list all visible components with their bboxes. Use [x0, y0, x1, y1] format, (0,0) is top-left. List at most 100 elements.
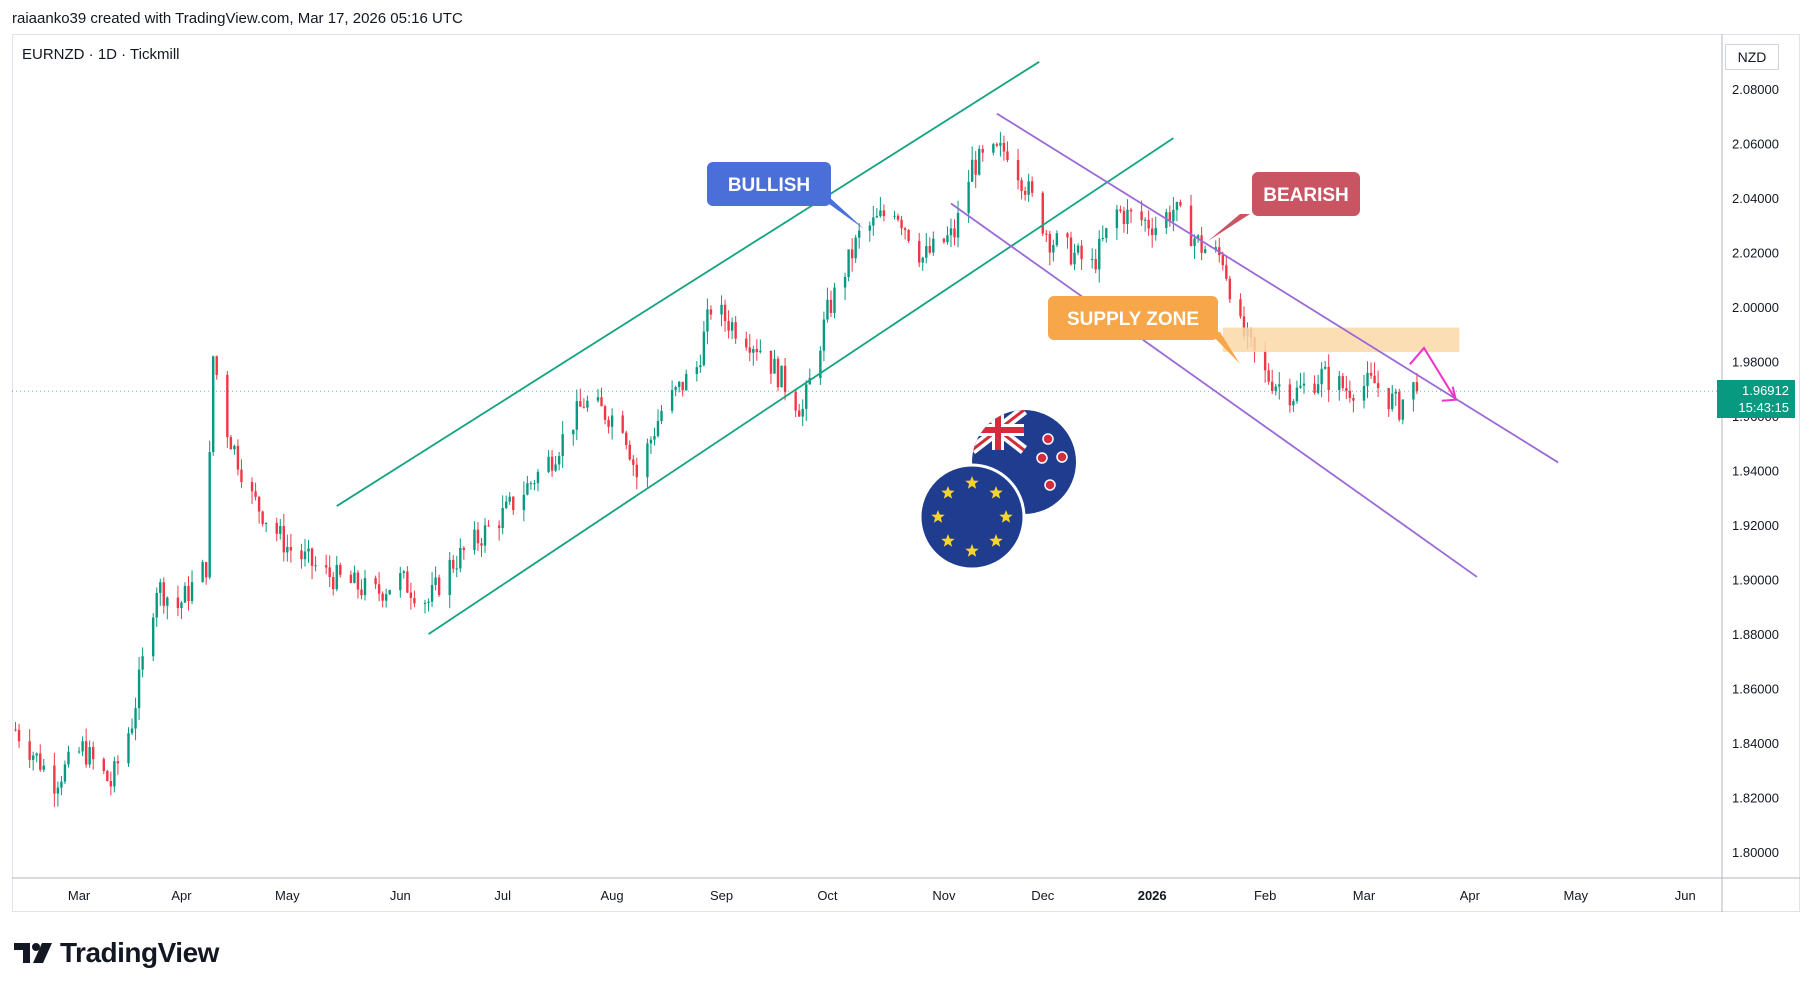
candle-body — [1143, 219, 1147, 221]
candle-body — [28, 741, 31, 760]
time-tick-label: Oct — [817, 888, 838, 903]
candle-body — [1140, 211, 1143, 221]
candle-body — [1122, 211, 1126, 224]
price-tick-label: 2.08000 — [1732, 82, 1779, 97]
candle-body — [1045, 233, 1048, 235]
candle-body — [1080, 245, 1083, 260]
candle-body — [872, 217, 875, 226]
candle-body — [649, 439, 653, 444]
candle-body — [847, 249, 850, 277]
candle-body — [1362, 386, 1366, 401]
candle-body — [974, 159, 977, 175]
candle-body — [349, 574, 353, 583]
candle-body — [723, 304, 727, 322]
tradingview-logo[interactable]: TradingView — [14, 937, 219, 968]
candle-body — [780, 365, 783, 388]
candle-body — [557, 456, 561, 465]
candle-body — [554, 464, 557, 471]
candle-body — [180, 602, 183, 609]
candle-body — [363, 578, 367, 596]
bearish-label: BEARISH — [1263, 185, 1349, 206]
candle-body — [1041, 192, 1044, 234]
candle-body — [685, 374, 688, 391]
candle-body — [1292, 401, 1295, 406]
candle-body — [1020, 180, 1023, 191]
candle-body — [430, 585, 434, 602]
price-tick-label: 2.00000 — [1732, 300, 1779, 315]
price-axis[interactable]: 2.08000 2.06000 2.04000 2.02000 2.00000 1.980… — [1732, 82, 1779, 860]
candle-body — [130, 728, 134, 734]
candle-body — [1052, 245, 1055, 253]
candle-body — [1239, 299, 1242, 317]
candle-body — [1016, 160, 1020, 181]
candle-body — [1401, 399, 1405, 420]
candle-body — [632, 459, 635, 465]
candle-body — [381, 593, 384, 601]
candle-body — [88, 747, 91, 765]
zones-layer — [1222, 327, 1460, 353]
eu-star — [931, 510, 945, 523]
time-tick-label: May — [275, 888, 300, 903]
candle-body — [1313, 383, 1316, 393]
bearish-callout[interactable]: BEARISH — [1208, 172, 1360, 241]
eu-flag-icon — [918, 463, 1026, 571]
candle-body — [882, 210, 886, 217]
candle-body — [1150, 228, 1154, 236]
bullish-callout[interactable]: BULLISH — [707, 162, 864, 229]
symbol-info[interactable]: EURNZD · 1D · Tickmill — [22, 46, 180, 63]
candle-body — [307, 548, 310, 552]
candle-body — [967, 181, 970, 214]
chart-frame[interactable]: 2.08000 2.06000 2.04000 2.02000 2.00000 1.980… — [12, 34, 1800, 912]
candle-body — [769, 350, 773, 374]
candle-body — [17, 729, 21, 742]
candle-body — [755, 349, 759, 353]
supply-zone-callout[interactable]: SUPPLY ZONE — [1048, 296, 1240, 364]
candle-body — [978, 148, 981, 175]
price-tick-label: 1.80000 — [1732, 845, 1779, 860]
candle-body — [610, 415, 614, 427]
candle-body — [1129, 209, 1133, 212]
currency-selector[interactable]: NZD — [1725, 44, 1779, 70]
candle-body — [473, 529, 476, 551]
candle-body — [759, 350, 762, 353]
price-tick-label: 1.90000 — [1732, 573, 1779, 588]
candle-body — [829, 299, 833, 313]
candle-body — [56, 787, 60, 794]
candle-body — [1203, 249, 1207, 253]
candle-body — [264, 522, 268, 524]
candle-body — [455, 568, 458, 570]
last-price-badge: 1.96912 15:43:15 — [1717, 380, 1795, 418]
candle-body — [1094, 259, 1097, 270]
candle-body — [794, 391, 797, 411]
candle-body — [776, 358, 780, 388]
time-tick-label: Mar — [68, 888, 91, 903]
candle-body — [1066, 233, 1069, 238]
time-axis[interactable]: Mar Apr May Jun Jul Aug Sep Oct Nov Dec 2026 Feb Mar… — [68, 888, 1696, 903]
candle-body — [843, 276, 847, 288]
candle-body — [116, 761, 120, 764]
candle-body — [1119, 209, 1122, 212]
candle-body — [254, 491, 257, 497]
candle-body — [942, 238, 946, 243]
candle-body — [166, 597, 169, 606]
supply-zone-label: SUPPLY ZONE — [1067, 309, 1199, 330]
eu-star — [965, 476, 979, 489]
candle-body — [858, 230, 861, 238]
price-chart[interactable]: 2.08000 2.06000 2.04000 2.02000 2.00000 1.980… — [12, 34, 1800, 912]
candle-body — [1302, 383, 1306, 386]
bearish-channel-lower — [950, 202, 1478, 578]
candle-body — [286, 546, 289, 553]
candle-body — [752, 349, 755, 353]
candle-body — [1172, 209, 1175, 222]
candle-body — [522, 494, 526, 511]
candle-body — [14, 729, 17, 731]
candle-body — [303, 551, 307, 560]
candle-body — [596, 397, 600, 401]
candle-body — [1394, 391, 1397, 394]
candle-body — [822, 319, 826, 351]
time-tick-label: Nov — [932, 888, 956, 903]
candle-body — [81, 741, 84, 752]
candle-body — [508, 496, 511, 502]
candle-body — [462, 547, 466, 551]
candle-body — [907, 230, 910, 241]
